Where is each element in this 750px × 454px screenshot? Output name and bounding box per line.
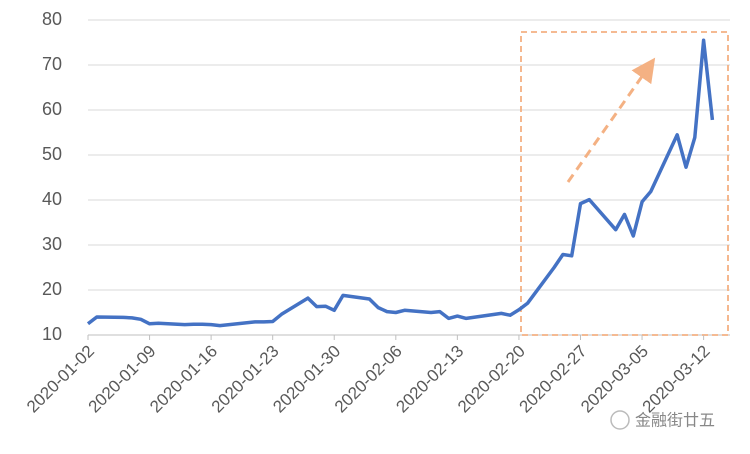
watermark-icon xyxy=(610,410,630,430)
y-tick-label: 30 xyxy=(42,234,62,254)
y-tick-label: 80 xyxy=(42,9,62,29)
x-tick-label: 2020-03-12 xyxy=(639,342,714,417)
watermark: 金融街廿五 xyxy=(635,411,715,430)
y-tick-label: 60 xyxy=(42,99,62,119)
y-tick-label: 70 xyxy=(42,54,62,74)
y-tick-label: 10 xyxy=(42,324,62,344)
highlight-box xyxy=(520,31,729,336)
trend-arrow xyxy=(566,57,656,183)
data-line xyxy=(86,38,715,328)
y-tick-label: 20 xyxy=(42,279,62,299)
y-tick-label: 40 xyxy=(42,189,62,209)
y-tick-label: 50 xyxy=(42,144,62,164)
